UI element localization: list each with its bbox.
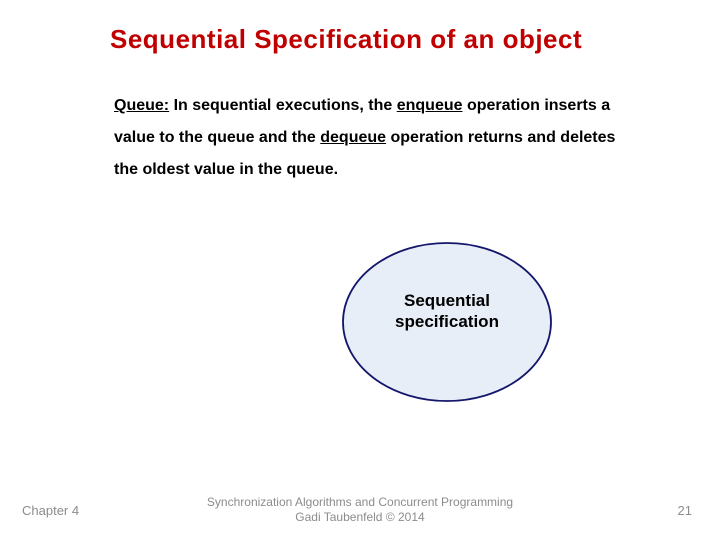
queue-label: Queue:	[114, 97, 169, 114]
ellipse-label-line2: specification	[395, 312, 499, 331]
footer-center-line2: Gadi Taubenfeld © 2014	[295, 510, 424, 524]
enqueue-term: enqueue	[397, 97, 463, 114]
footer-center: Synchronization Algorithms and Concurren…	[0, 495, 720, 526]
body-text: Queue: In sequential executions, the enq…	[114, 90, 640, 186]
footer-center-line1: Synchronization Algorithms and Concurren…	[207, 495, 513, 509]
ellipse-label: Sequential specification	[338, 290, 556, 333]
footer-page-number: 21	[678, 503, 692, 518]
ellipse-label-line1: Sequential	[404, 291, 490, 310]
slide-title: Sequential Specification of an object	[110, 24, 660, 55]
body-seg1: In sequential executions, the	[169, 97, 397, 114]
dequeue-term: dequeue	[320, 129, 386, 146]
